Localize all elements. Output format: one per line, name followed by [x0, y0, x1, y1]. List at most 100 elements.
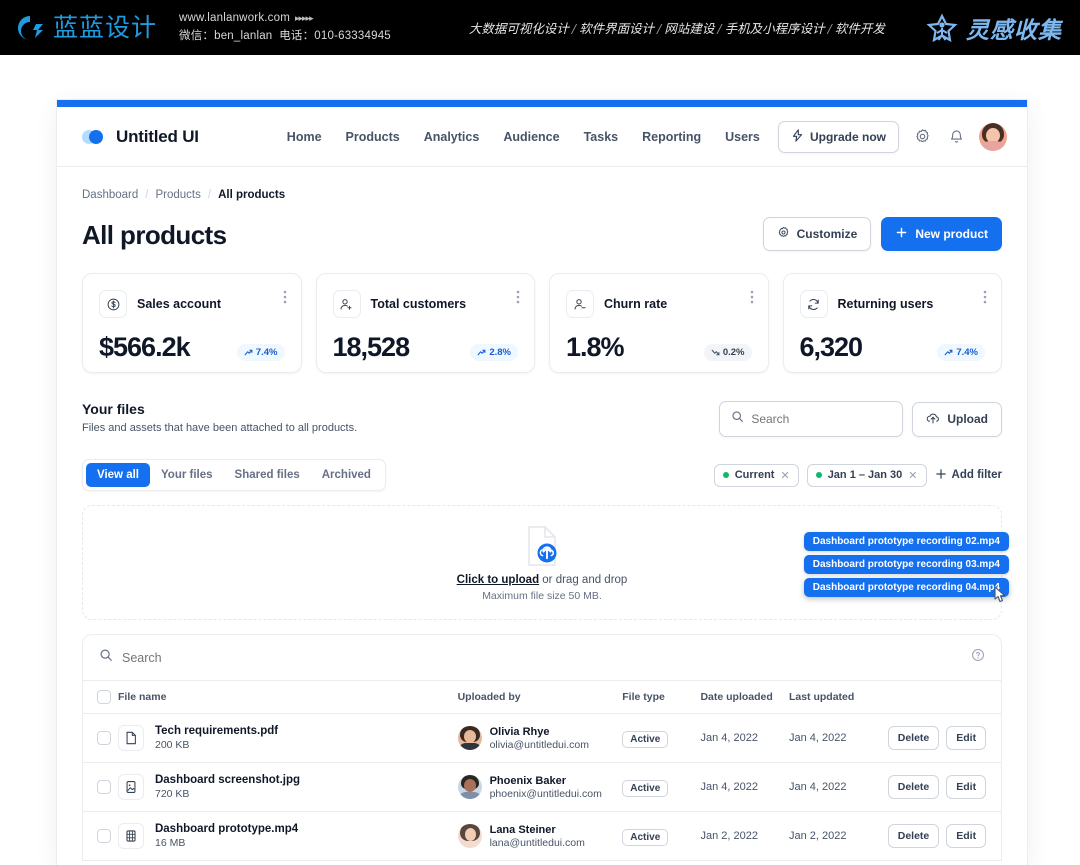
edit-button[interactable]: Edit: [946, 824, 987, 848]
row-type-cell: Active: [622, 762, 701, 812]
drag-chip-1[interactable]: Dashboard prototype recording 03.mp4: [803, 555, 1009, 574]
table-row[interactable]: Tech requirements.pdf 200 KB: [83, 713, 1001, 763]
user-email: olivia@untitledui.com: [489, 738, 589, 751]
nav-link-users[interactable]: Users: [725, 129, 760, 144]
row-user-cell: Olivia Rhye olivia@untitledui.com: [457, 713, 623, 763]
drag-preview-stack: Dashboard prototype recording 02.mp4 Das…: [803, 532, 1009, 603]
delete-button[interactable]: Delete: [887, 824, 940, 848]
refresh-icon: [799, 290, 828, 318]
breadcrumb: Dashboard / Products / All products: [82, 189, 1002, 201]
files-section-header: Your files Files and assets that have be…: [82, 401, 1002, 437]
arrows-decor: ▸▸▸▸▸: [295, 12, 314, 23]
files-search-input[interactable]: [751, 412, 892, 426]
file-dropzone[interactable]: Click to upload or drag and drop Maximum…: [82, 505, 1009, 620]
service-3: 手机及小程序设计: [724, 21, 825, 36]
breadcrumb-dashboard[interactable]: Dashboard: [82, 189, 139, 201]
nav-link-products[interactable]: Products: [345, 129, 400, 144]
kpi-value: $566.2k: [99, 332, 191, 362]
status-badge: Active: [622, 730, 669, 748]
kpi-trend-badge: 7.4%: [236, 344, 285, 361]
table-row[interactable]: Dashboard prototype.mp4 16 MB: [83, 811, 1001, 861]
banner-wechat: 微信：ben_lanlan: [179, 29, 273, 42]
nav-link-home[interactable]: Home: [286, 129, 322, 144]
kpi-card-returning-users: Returning users 6,320 7.4%: [782, 273, 1002, 373]
column-file-name[interactable]: File name: [117, 681, 458, 714]
row-checkbox[interactable]: [97, 731, 111, 745]
new-product-button[interactable]: New product: [881, 217, 1002, 251]
user-minus-icon: [566, 290, 594, 318]
row-checkbox[interactable]: [97, 829, 111, 843]
add-filter-label: Add filter: [951, 469, 1002, 481]
column-last-updated[interactable]: Last updated: [788, 681, 888, 714]
filter-chip-date-range[interactable]: Jan 1 – Jan 30 ✕: [806, 463, 927, 487]
more-options-icon[interactable]: [516, 290, 520, 309]
help-circle-icon[interactable]: [971, 648, 985, 667]
kpi-value: 6,320: [799, 332, 864, 362]
table-row[interactable]: Dashboard screenshot.jpg 720 KB: [83, 762, 1001, 812]
status-dot-icon: [722, 472, 729, 478]
inspiration-text: 灵感收集: [966, 16, 1062, 44]
gear-icon[interactable]: [911, 126, 933, 148]
more-options-icon[interactable]: [983, 290, 987, 309]
tab-shared-files[interactable]: Shared files: [234, 469, 300, 481]
status-badge: Active: [622, 828, 669, 846]
status-badge: Active: [622, 779, 669, 797]
upload-button[interactable]: Upload: [912, 401, 1002, 437]
kpi-card-churn-rate: Churn rate 1.8% 0.2%: [549, 273, 769, 373]
bell-icon[interactable]: [945, 126, 967, 148]
row-file-cell: Dashboard screenshot.jpg 720 KB: [117, 762, 458, 812]
click-to-upload-link[interactable]: Click to upload: [456, 573, 540, 586]
customize-button[interactable]: Customize: [762, 217, 872, 251]
delete-button[interactable]: Delete: [887, 726, 940, 750]
row-select-cell: [83, 713, 118, 763]
tab-archived[interactable]: Archived: [321, 469, 371, 481]
breadcrumb-products[interactable]: Products: [155, 189, 201, 201]
row-checkbox[interactable]: [97, 780, 111, 794]
close-icon[interactable]: ✕: [780, 469, 790, 482]
row-last-updated: Jan 4, 2022: [788, 762, 888, 812]
file-size: 200 KB: [154, 739, 190, 751]
lightning-icon: [791, 128, 804, 145]
user-avatar[interactable]: [979, 122, 1007, 151]
upgrade-now-button[interactable]: Upgrade now: [777, 120, 899, 153]
column-actions: [887, 681, 1001, 714]
table-search-input[interactable]: [122, 650, 962, 665]
kpi-trend-value: 7.4%: [255, 347, 278, 358]
banner-contact: www.lanlanwork.com ▸▸▸▸▸ 微信：ben_lanlan 电话…: [179, 10, 391, 46]
nav-link-analytics[interactable]: Analytics: [423, 129, 480, 144]
nav-link-reporting[interactable]: Reporting: [642, 129, 702, 144]
brand-name: Untitled UI: [116, 126, 199, 146]
edit-button[interactable]: Edit: [946, 726, 987, 750]
files-search-box[interactable]: [719, 401, 904, 437]
nav-link-tasks[interactable]: Tasks: [583, 129, 619, 144]
tab-view-all[interactable]: View all: [86, 463, 150, 487]
dollar-circle-icon: [99, 290, 127, 318]
brand[interactable]: Untitled UI: [82, 127, 199, 147]
drag-chip-2[interactable]: Dashboard prototype recording 04.mp4: [803, 578, 1009, 597]
column-file-type[interactable]: File type: [622, 681, 701, 714]
plus-icon: [935, 468, 947, 483]
tab-your-files[interactable]: Your files: [160, 469, 213, 481]
drag-chip-0[interactable]: Dashboard prototype recording 02.mp4: [803, 532, 1009, 551]
select-all-checkbox[interactable]: [97, 690, 111, 704]
row-last-updated: Jan 4, 2022: [788, 713, 888, 763]
more-options-icon[interactable]: [750, 290, 754, 309]
column-date-uploaded[interactable]: Date uploaded: [700, 681, 789, 714]
breadcrumb-all-products[interactable]: All products: [218, 189, 286, 201]
kpi-cards: Sales account $566.2k 7.4%: [82, 273, 1002, 373]
row-type-cell: Active: [622, 713, 701, 763]
close-icon[interactable]: ✕: [908, 469, 918, 482]
edit-button[interactable]: Edit: [946, 775, 987, 799]
files-subtitle: Files and assets that have been attached…: [82, 422, 358, 434]
table-search-bar[interactable]: [83, 635, 1001, 681]
add-filter-button[interactable]: Add filter: [935, 468, 1002, 483]
breadcrumb-sep-2: /: [207, 189, 212, 201]
user-name: Olivia Rhye: [489, 725, 550, 738]
kpi-label: Returning users: [837, 297, 934, 311]
filter-chip-current[interactable]: Current ✕: [713, 463, 799, 487]
column-uploaded-by[interactable]: Uploaded by: [457, 681, 623, 714]
more-options-icon[interactable]: [283, 290, 287, 309]
delete-button[interactable]: Delete: [887, 775, 940, 799]
nav-link-audience[interactable]: Audience: [503, 129, 560, 144]
kpi-value: 18,528: [332, 332, 411, 362]
